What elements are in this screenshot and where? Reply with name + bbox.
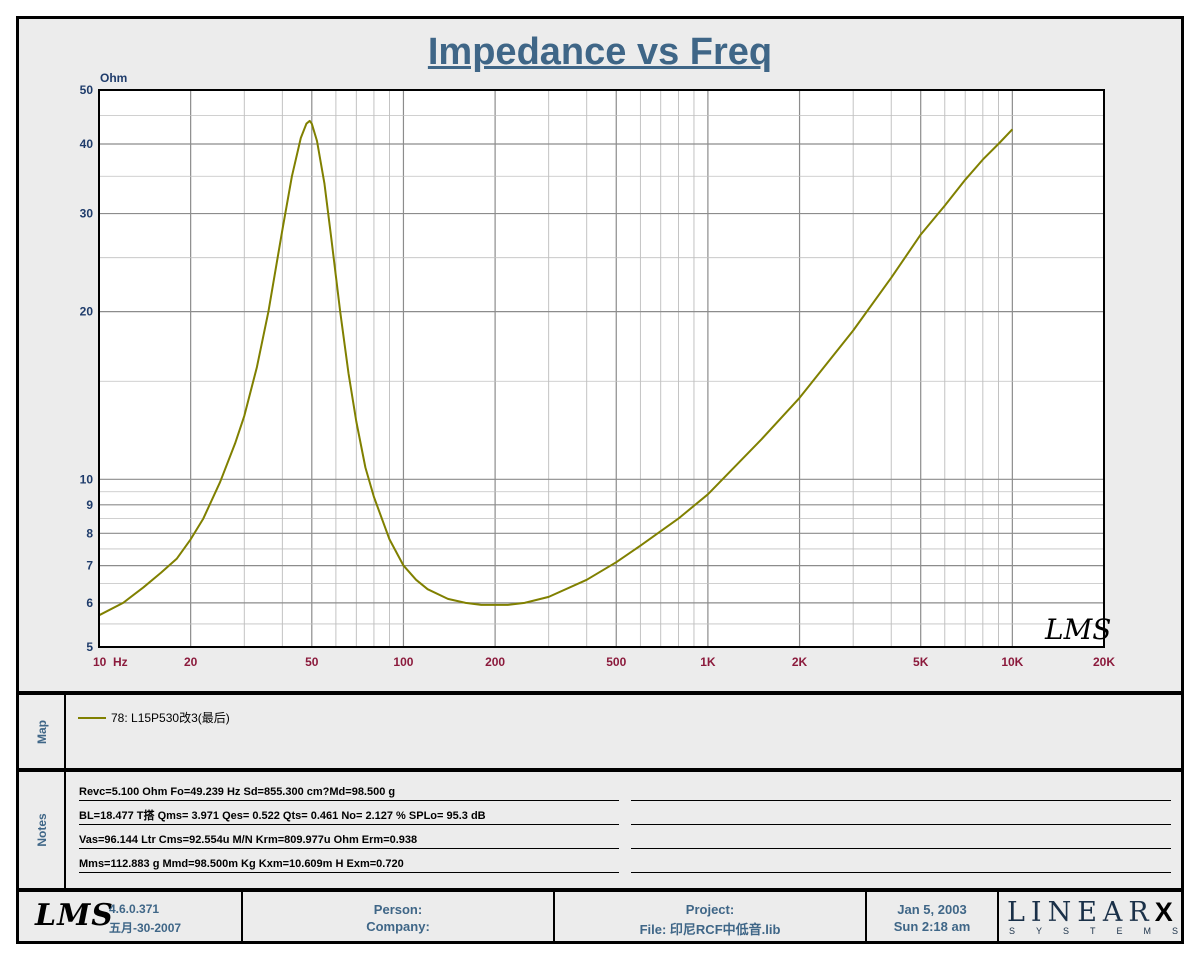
- plot-area: [99, 90, 1104, 647]
- y-tick-label: 5: [86, 640, 93, 654]
- plot-border: [98, 89, 1105, 648]
- graph-panel: Impedance vs Freq 10 Hz 20 50 100 200 500 1K 2K…: [19, 19, 1181, 695]
- y-tick-label: 10: [80, 472, 94, 486]
- note-blank-4: [631, 856, 1171, 873]
- project-label: Project:: [685, 902, 735, 917]
- brand-cell: LINEARX SYSTEMS: [999, 892, 1181, 941]
- impedance-chart: 10 Hz 20 50 100 200 500 1K 2K 5K 10K 20K 5 6 7 8 9 10 20…: [80, 71, 1116, 669]
- x-tick-label: 1K: [700, 655, 716, 669]
- date-cell: Jan 5, 2003 Sun 2:18 am: [867, 892, 999, 941]
- linearx-logo: LINEARX: [1007, 897, 1173, 928]
- x-tick-label: 100: [393, 655, 413, 669]
- brand-x: X: [1154, 897, 1173, 927]
- footer: LMS 4.6.0.371 五月-30-2007 Person: Company…: [19, 892, 1181, 941]
- y-tick-label: 40: [80, 137, 94, 151]
- x-tick-label: 50: [305, 655, 319, 669]
- lms-watermark: LMS: [1044, 613, 1111, 646]
- y-tick-label: 6: [86, 596, 93, 610]
- x-tick-label: 200: [485, 655, 505, 669]
- x-tick-label: 2K: [792, 655, 808, 669]
- notes-panel: Notes Revc=5.100 Ohm Fo=49.239 Hz Sd=855…: [19, 772, 1181, 892]
- impedance-curve: [98, 119, 1014, 617]
- lms-logo: LMS: [35, 898, 114, 933]
- y-tick-label: 30: [80, 207, 94, 221]
- x-tick-label: 10 Hz: [93, 655, 128, 669]
- note-blank-2: [631, 808, 1171, 825]
- y-tick-label: 9: [86, 498, 93, 512]
- note-blank-3: [631, 832, 1171, 849]
- x-tick-label: 20K: [1093, 655, 1115, 669]
- person-label: Person:: [373, 902, 423, 917]
- build-date: 五月-30-2007: [109, 921, 182, 935]
- legend-swatch: [78, 717, 106, 719]
- notes-side-label: Notes: [19, 772, 66, 888]
- report-date: Jan 5, 2003: [897, 902, 967, 917]
- note-line-4: Mms=112.883 g Mmd=98.500m Kg Kxm=10.609m…: [79, 856, 619, 873]
- x-tick-label: 500: [606, 655, 626, 669]
- note-line-1: Revc=5.100 Ohm Fo=49.239 Hz Sd=855.300 c…: [79, 784, 619, 801]
- legend-entry: 78: L15P530改3(最后): [111, 711, 230, 725]
- project-cell: Project: File: 印尼RCF中低音.lib: [555, 892, 867, 941]
- note-blank-1: [631, 784, 1171, 801]
- y-tick-label: 50: [80, 83, 94, 97]
- version-cell: LMS 4.6.0.371 五月-30-2007: [19, 892, 243, 941]
- file-label: File: 印尼RCF中低音.lib: [639, 922, 781, 937]
- report-frame: Impedance vs Freq 10 Hz 20 50 100 200 500 1K 2K…: [16, 16, 1184, 944]
- y-tick-label: 8: [86, 526, 93, 540]
- notes-label: Notes: [34, 813, 49, 847]
- series-group: [98, 119, 1014, 617]
- brand-systems: SYSTEMS: [1009, 926, 1200, 936]
- note-line-3: Vas=96.144 Ltr Cms=92.554u M/N Krm=809.9…: [79, 832, 619, 849]
- y-tick-label: 20: [80, 305, 94, 319]
- grid-lines: [99, 90, 1104, 647]
- y-tick-label: 7: [86, 559, 93, 573]
- map-label: Map: [34, 719, 49, 744]
- x-tick-labels: 10 Hz 20 50 100 200 500 1K 2K 5K 10K 20K: [93, 655, 1115, 669]
- x-tick-label: 10K: [1001, 655, 1023, 669]
- y-axis-label: Ohm: [100, 71, 127, 85]
- version-number: 4.6.0.371: [109, 902, 160, 916]
- map-panel: Map 78: L15P530改3(最后): [19, 695, 1181, 772]
- brand-linear: LINEAR: [1007, 897, 1155, 928]
- x-tick-label: 5K: [913, 655, 929, 669]
- chart-title: Impedance vs Freq: [427, 31, 773, 73]
- company-label: Company:: [366, 919, 430, 934]
- map-side-label: Map: [19, 695, 66, 768]
- note-line-2: BL=18.477 T搭 Qms= 3.971 Qes= 0.522 Qts= …: [79, 808, 619, 825]
- x-tick-label: 20: [184, 655, 198, 669]
- report-time: Sun 2:18 am: [893, 919, 971, 934]
- person-cell: Person: Company:: [243, 892, 555, 941]
- y-tick-labels: 5 6 7 8 9 10 20 30 40 50: [80, 83, 94, 654]
